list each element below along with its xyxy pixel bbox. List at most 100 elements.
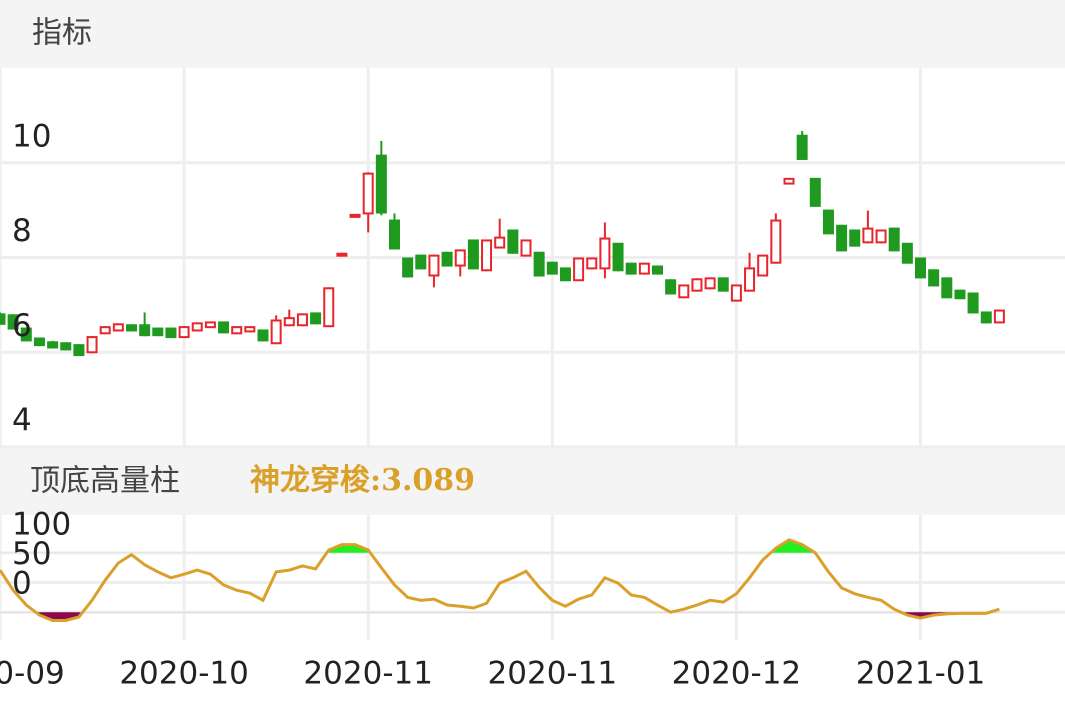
candle-body bbox=[0, 313, 6, 325]
candle-body bbox=[770, 219, 782, 264]
candle-body bbox=[349, 213, 361, 218]
candle-body bbox=[336, 252, 348, 257]
candle-body bbox=[257, 329, 269, 342]
x-tick-label: 2020-10 bbox=[119, 656, 249, 692]
candle-body bbox=[165, 327, 177, 339]
candle-body bbox=[494, 236, 506, 249]
candle-body bbox=[323, 287, 335, 328]
candle-body bbox=[757, 254, 769, 277]
candle-body bbox=[586, 257, 598, 270]
y-tick-label: 6 bbox=[12, 308, 32, 344]
header-bar bbox=[0, 447, 1065, 515]
candle-body bbox=[467, 239, 479, 270]
indicator-line bbox=[0, 538, 1000, 622]
candle-body bbox=[178, 326, 190, 339]
candle-body bbox=[665, 279, 677, 295]
candle-body bbox=[481, 239, 493, 272]
x-tick-label: 2020-09 bbox=[0, 656, 65, 692]
plot bbox=[0, 538, 1000, 622]
candle-body bbox=[901, 242, 913, 264]
header-bar bbox=[0, 0, 1065, 68]
candle-body bbox=[730, 284, 742, 302]
y-tick-label: 0 bbox=[12, 566, 32, 602]
candle-body bbox=[625, 262, 637, 275]
candle-body bbox=[375, 154, 387, 214]
candle-body bbox=[612, 242, 624, 272]
candle-body bbox=[507, 229, 519, 254]
indicator-value: 神龙穿梭:3.089 bbox=[250, 463, 475, 498]
x-tick-label: 2020-11 bbox=[303, 656, 433, 692]
candle-body bbox=[47, 341, 59, 349]
plot bbox=[0, 131, 1005, 357]
candle-body bbox=[915, 257, 926, 279]
candle-body bbox=[573, 257, 585, 282]
candle-body bbox=[967, 292, 979, 314]
candle-body bbox=[546, 261, 558, 275]
candle-body bbox=[862, 227, 874, 244]
y-tick-label: 4 bbox=[12, 403, 32, 439]
candle-body bbox=[428, 254, 440, 277]
candle-body bbox=[126, 324, 137, 332]
candle-body bbox=[7, 314, 19, 330]
candle-body bbox=[231, 326, 243, 335]
candle-body bbox=[599, 237, 611, 270]
x-tick-label: 2021-01 bbox=[856, 656, 986, 692]
candle-body bbox=[270, 319, 282, 345]
candle-body bbox=[849, 229, 861, 247]
candle-body bbox=[993, 309, 1005, 324]
candle-body bbox=[783, 177, 795, 185]
candle-body bbox=[836, 224, 848, 252]
candle-body bbox=[809, 177, 821, 207]
candle-body bbox=[139, 324, 151, 337]
y-tick-label: 100 bbox=[12, 506, 71, 542]
candle-body bbox=[704, 277, 716, 290]
panel-title: 指标 bbox=[32, 16, 92, 51]
candle-body bbox=[796, 134, 808, 160]
candle-body bbox=[875, 229, 887, 244]
candle-body bbox=[415, 254, 427, 270]
y-tick-label: 8 bbox=[12, 213, 32, 249]
candle-body bbox=[20, 327, 32, 342]
candle-body bbox=[402, 257, 414, 278]
candle-body bbox=[520, 239, 532, 257]
x-axis: 2020-09 2020-10 2020-11 2020-11 2020-12 2021-… bbox=[0, 656, 985, 692]
candle-body bbox=[60, 342, 72, 351]
candle-body bbox=[86, 336, 98, 354]
x-tick-label: 2020-12 bbox=[672, 656, 802, 692]
candle-body bbox=[296, 313, 308, 327]
candle-body bbox=[191, 322, 203, 332]
candle-panel: 4 6 8 10 bbox=[0, 68, 1065, 449]
candle-body bbox=[533, 251, 545, 277]
candle-body bbox=[244, 326, 256, 333]
y-tick-label: 50 bbox=[12, 536, 51, 572]
candle-body bbox=[941, 277, 953, 299]
candle-body bbox=[678, 284, 690, 299]
candle-body bbox=[638, 262, 650, 275]
candle-body bbox=[310, 312, 322, 325]
candle-body bbox=[652, 265, 663, 275]
candle-body bbox=[73, 344, 85, 357]
candle-body bbox=[980, 311, 992, 324]
candle-body bbox=[283, 317, 295, 327]
candle-body bbox=[744, 267, 756, 292]
candle-body bbox=[152, 327, 164, 337]
candle-body bbox=[454, 249, 466, 267]
candle-body bbox=[112, 323, 124, 332]
panel-title: 顶底高量柱 bbox=[30, 464, 180, 499]
candle-body bbox=[717, 277, 729, 292]
candle-body bbox=[559, 267, 571, 282]
candle-body bbox=[99, 326, 111, 335]
candle-body bbox=[33, 337, 45, 347]
candle-body bbox=[389, 219, 400, 250]
candle-body bbox=[954, 289, 966, 300]
candle-body bbox=[691, 278, 703, 292]
candle-body bbox=[888, 227, 900, 252]
y-tick-label: 10 bbox=[12, 118, 51, 154]
candle-body bbox=[204, 321, 216, 329]
candle-body bbox=[441, 251, 453, 267]
candle-body bbox=[218, 321, 230, 334]
candle-body bbox=[362, 172, 374, 215]
